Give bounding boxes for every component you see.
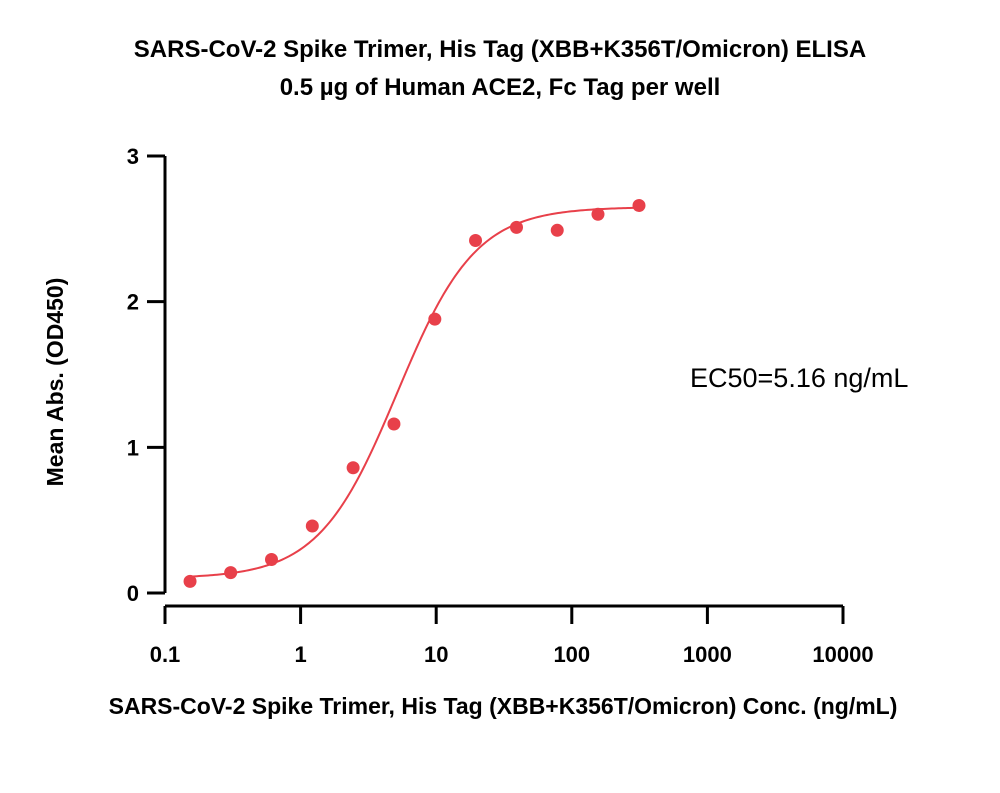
data-point [428, 312, 442, 326]
chart-title: SARS-CoV-2 Spike Trimer, His Tag (XBB+K3… [133, 36, 867, 63]
x-tick-label: 0.1 [150, 642, 181, 667]
data-point [183, 574, 197, 588]
x-tick-label: 100 [553, 642, 590, 667]
data-point [509, 220, 523, 234]
data-point [305, 519, 319, 533]
data-point [469, 233, 483, 247]
data-points [183, 199, 646, 588]
x-axis-title: SARS-CoV-2 Spike Trimer, His Tag (XBB+K3… [109, 693, 898, 719]
axes [163, 156, 843, 608]
tick-labels: 0 1 2 3 0.1 1 10 100 1000 10000 [127, 144, 874, 667]
y-axis-title: Mean Abs. (OD450) [42, 278, 68, 487]
x-tick-label: 1 [294, 642, 306, 667]
data-point [387, 417, 401, 431]
ec50-annotation: EC50=5.16 ng/mL [690, 363, 908, 393]
y-tick-label: 3 [127, 144, 139, 169]
y-tick-label: 0 [127, 581, 139, 606]
y-tick-label: 2 [127, 290, 139, 315]
tick-marks [147, 154, 845, 624]
data-point [346, 461, 360, 475]
data-point [632, 199, 646, 213]
data-point [550, 223, 564, 237]
data-point [224, 566, 238, 580]
chart-subtitle: 0.5 µg of Human ACE2, Fc Tag per well [279, 74, 721, 101]
x-tick-label: 10 [424, 642, 448, 667]
x-tick-label: 1000 [683, 642, 732, 667]
data-point [591, 207, 605, 221]
x-tick-label: 10000 [812, 642, 873, 667]
data-point [264, 552, 278, 566]
y-tick-label: 1 [127, 435, 139, 460]
fit-curve [189, 206, 640, 578]
